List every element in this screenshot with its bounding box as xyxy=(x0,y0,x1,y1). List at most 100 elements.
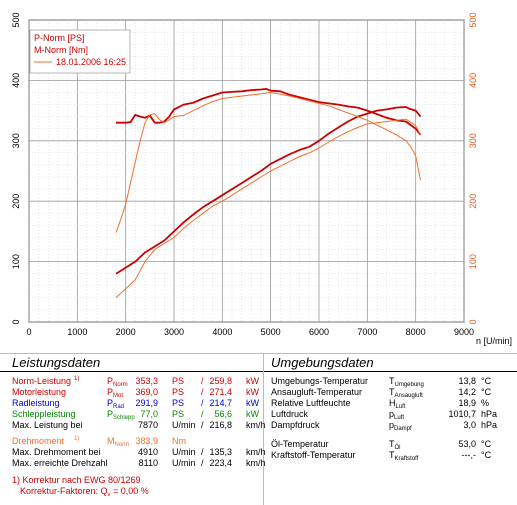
umgebung-value: 14,2 xyxy=(458,387,476,397)
y-right-tick-label: 400 xyxy=(468,73,478,88)
leistung-separator: / xyxy=(201,447,204,457)
leistung-symbol-letter: P xyxy=(107,376,114,386)
y-left-tick-label: 300 xyxy=(11,133,21,148)
umgebung-symbol-letter: T xyxy=(389,450,395,460)
leistung-label: Max. erreichte Drehzahl xyxy=(12,458,108,468)
header-separator xyxy=(0,371,517,372)
umgebung-label: Kraftstoff-Temperatur xyxy=(271,450,356,460)
umgebung-symbol: HLuft xyxy=(389,398,406,413)
leistung-separator: / xyxy=(201,398,204,408)
y-left-tick-label: 0 xyxy=(11,319,21,324)
leistung-label: Radleistung xyxy=(12,398,60,408)
umgebung-symbol: TUmgebung xyxy=(389,376,424,391)
umgebung-label: Dampfdruck xyxy=(271,420,320,430)
leistung-value-1: 8110 xyxy=(138,458,158,468)
x-tick-label: 7000 xyxy=(357,327,377,337)
umgebung-value: ---,- xyxy=(461,450,477,460)
leistung-unit-2: kW xyxy=(246,398,259,408)
umgebung-symbol-sub: Luft xyxy=(394,415,405,421)
x-axis-label: n [U/min] xyxy=(476,336,512,346)
leistung-value-1: 291,9 xyxy=(135,398,158,408)
umgebung-symbol-sub: Dampf xyxy=(394,426,412,432)
leistung-value-2: 56,6 xyxy=(214,409,232,419)
umgebung-row: Ansaugluft-Temperatur TAnsaugluft 14,2 °C xyxy=(271,387,511,399)
umgebung-symbol-letter: T xyxy=(389,439,395,449)
umgebung-unit: hPa xyxy=(481,409,498,419)
umgebung-unit: °C xyxy=(481,376,492,386)
leistung-unit-2: kW xyxy=(246,376,259,386)
umgebung-symbol-letter: H xyxy=(389,398,396,408)
legend-entry-reference: 18.01.2006 16:25 xyxy=(56,57,126,67)
umgebung-symbol: TKraftstoff xyxy=(389,450,418,465)
leistung-unit-2: km/h xyxy=(246,458,266,468)
leistung-value-2: 214,7 xyxy=(209,398,232,408)
leistung-unit-2: km/h xyxy=(246,420,266,430)
umgebung-symbol-sub: Ansaugluft xyxy=(394,393,423,399)
umgebung-label: Relative Luftfeuchte xyxy=(271,398,351,408)
umgebung-value: 18,9 xyxy=(458,398,476,408)
umgebung-unit: % xyxy=(481,398,490,408)
legend: P-Norm [PS] M-Norm [Nm] 18.01.2006 16:25 xyxy=(29,29,131,74)
leistung-symbol: PMot xyxy=(107,387,123,402)
leistung-value-2: 223,4 xyxy=(209,458,232,468)
leistung-unit-1: PS xyxy=(172,398,185,408)
leistung-label: Motorleistung xyxy=(12,387,67,397)
footnote-factors-value: = 0,00 % xyxy=(110,486,149,496)
umgebung-unit: °C xyxy=(481,387,492,397)
leistung-label: Norm-Leistung xyxy=(12,376,72,386)
umgebung-row: Luftdruck pLuft 1010,7 hPa xyxy=(271,409,511,421)
leistung-symbol-letter: M xyxy=(107,436,115,446)
umgebung-value: 53,0 xyxy=(458,439,476,449)
leistung-symbol: MNorm xyxy=(107,436,129,451)
umgebung-symbol-sub: Luft xyxy=(395,404,406,410)
x-tick-label: 4000 xyxy=(212,327,232,337)
leistung-unit-1: PS xyxy=(172,387,185,397)
y-left-tick-label: 200 xyxy=(11,194,21,209)
leistung-row: Schleppleistung 77,0 PS / 56,6 kW PSchlepp xyxy=(12,409,262,421)
umgebung-symbol-letter: p xyxy=(389,409,395,419)
umgebung-symbol-letter: T xyxy=(389,376,395,386)
leistung-separator: / xyxy=(201,458,204,468)
leistung-unit-2: kW xyxy=(246,409,259,419)
y-left-tick-label: 500 xyxy=(11,12,21,27)
leistung-unit-2: km/h xyxy=(246,447,266,457)
legend-entry-pnorm: P-Norm [PS] xyxy=(34,33,85,43)
leistung-row: Max. erreichte Drehzahl 8110 U/min / 223,4 km… xyxy=(12,458,266,469)
series-line-3 xyxy=(115,92,421,233)
leistung-symbol: PSchlepp xyxy=(107,409,135,424)
leistung-value-2: 259,8 xyxy=(209,376,232,386)
leistung-value-1: 7870 xyxy=(137,420,158,430)
umgebung-row: Relative Luftfeuchte HLuft 18,9% xyxy=(271,398,511,410)
umgebung-unit: hPa xyxy=(481,420,498,430)
leistung-label: Max. Drehmoment bei xyxy=(12,447,101,457)
leistung-value-2: 135,3 xyxy=(209,447,232,457)
leistung-footnote-mark: 1) xyxy=(74,436,80,442)
leistung-unit-1: U/min xyxy=(172,420,196,430)
umgebung-label: Luftdruck xyxy=(271,409,309,419)
footnote-factors: Korrektur-Faktoren: Qv = 0,00 % xyxy=(20,486,149,498)
leistung-unit-2: kW xyxy=(246,387,259,397)
y-left-tick-label: 400 xyxy=(11,73,21,88)
leistung-symbol-letter: P xyxy=(107,409,114,419)
leistung-row: Norm-Leistung 1) 353,3 PS / 259,8 kW PNorm xyxy=(12,376,262,388)
x-tick-label: 1000 xyxy=(67,327,87,337)
x-tick-label: 0 xyxy=(26,327,31,337)
y-right-tick-label: 500 xyxy=(468,12,478,27)
leistung-symbol-sub: Norm xyxy=(113,382,128,388)
x-tick-label: 8000 xyxy=(406,327,426,337)
umgebung-symbol-letter: T xyxy=(389,387,395,397)
leistung-value-1: 4910 xyxy=(137,447,158,457)
leistung-symbol-sub: Rad xyxy=(113,404,125,410)
x-tick-label: 5000 xyxy=(261,327,281,337)
umgebung-symbol: pLuft xyxy=(389,409,404,424)
leistung-separator: / xyxy=(201,387,204,397)
y-right-tick-label: 200 xyxy=(468,194,478,209)
umgebung-label: Ansaugluft-Temperatur xyxy=(271,387,363,397)
footnote-correction: 1) Korrektur nach EWG 80/1269 xyxy=(12,475,141,485)
leistung-separator: / xyxy=(201,420,204,430)
umgebung-symbol: pDampf xyxy=(389,420,412,435)
umgebung-value: 1010,7 xyxy=(448,409,476,419)
y-right-tick-label: 0 xyxy=(468,319,478,324)
x-tick-label: 3000 xyxy=(164,327,184,337)
